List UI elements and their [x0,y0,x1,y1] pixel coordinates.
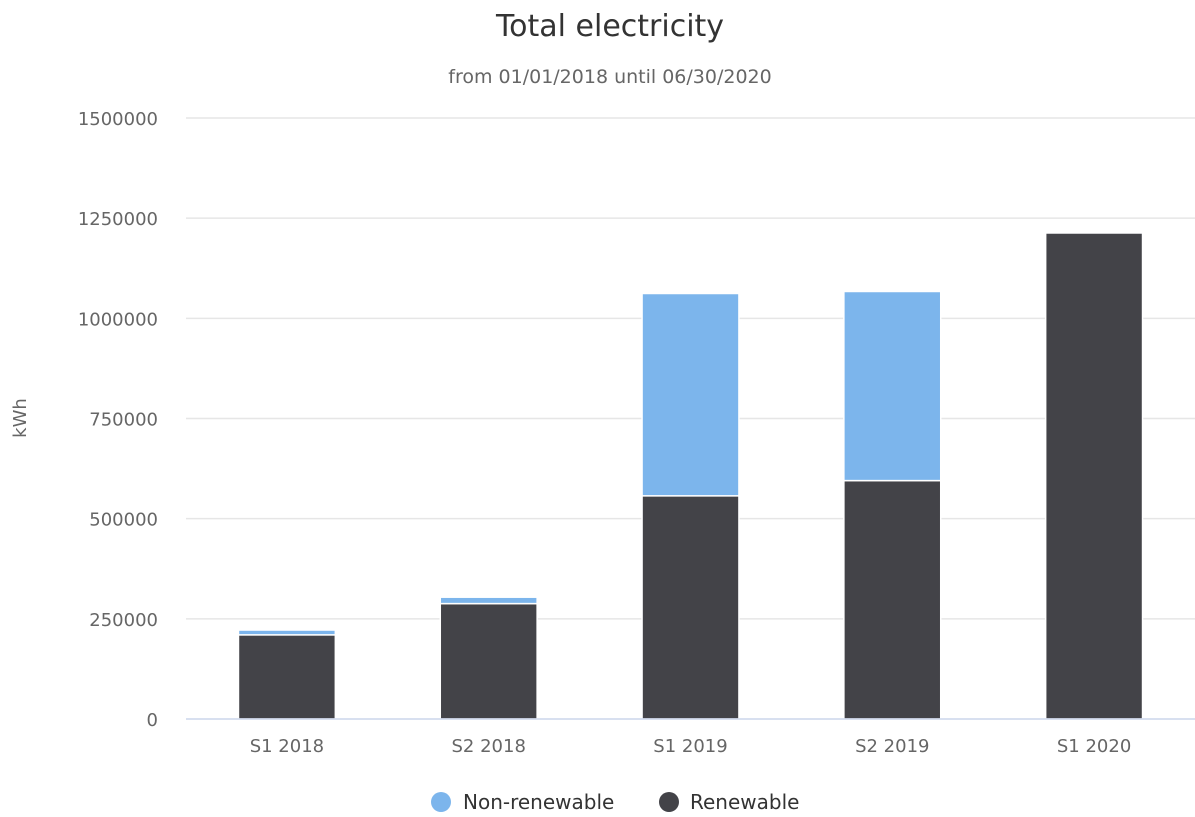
x-tick-label: S1 2019 [653,736,727,757]
x-axis-ticks: S1 2018 S2 2018 S1 2019 S2 2019 S1 2020 [250,736,1132,757]
legend-item-non-renewable[interactable]: Non-renewable [431,790,614,814]
legend-label: Non-renewable [463,790,614,813]
legend-item-renewable[interactable]: Renewable [659,790,799,814]
bars [237,232,1144,720]
y-tick-label: 1000000 [78,309,158,330]
y-tick-label: 250000 [89,610,158,631]
bar-renewable[interactable] [1044,232,1144,720]
y-axis-ticks: 0 250000 500000 750000 1000000 1250000 1500000 [78,109,158,731]
x-tick-label: S2 2019 [855,736,929,757]
bar-renewable[interactable] [641,495,740,720]
legend-marker [431,792,451,812]
x-tick-label: S2 2018 [451,736,525,757]
y-tick-label: 750000 [89,410,158,431]
bar-renewable[interactable] [237,634,337,720]
bar-non-renewable[interactable] [641,292,740,497]
bar-non-renewable[interactable] [237,629,337,636]
y-tick-label: 0 [147,710,158,731]
chart-subtitle: from 01/01/2018 until 06/30/2020 [448,66,771,88]
legend: Non-renewable Renewable [431,790,799,814]
chart-title: Total electricity [495,9,724,44]
y-tick-label: 1250000 [78,209,158,230]
bar-non-renewable[interactable] [843,290,942,482]
x-tick-label: S1 2020 [1057,736,1131,757]
legend-label: Renewable [690,790,799,813]
bar-non-renewable[interactable] [439,596,538,605]
y-tick-label: 1500000 [78,109,158,130]
bar-renewable[interactable] [439,602,538,720]
x-tick-label: S1 2018 [250,736,324,757]
bar-renewable[interactable] [843,479,942,720]
y-tick-label: 500000 [89,510,158,531]
y-axis-label: kWh [10,398,31,438]
legend-marker [659,792,679,812]
